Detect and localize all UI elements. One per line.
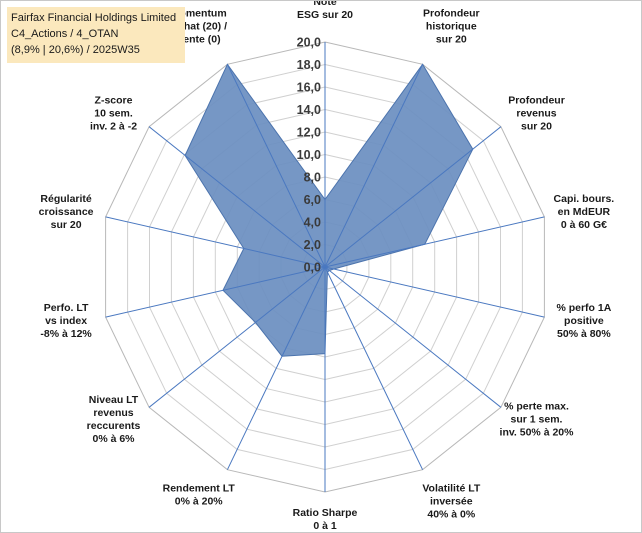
chart-title-box: Fairfax Financial Holdings Limited C4_Ac… xyxy=(7,7,185,63)
axis-label-line: Niveau LT xyxy=(89,394,139,406)
axis-label-line: en MdEUR xyxy=(558,206,611,218)
axis-label: Perfo. LT vs index -8% à 12% xyxy=(40,302,92,340)
tick-label: 14,0 xyxy=(297,103,321,117)
series-area xyxy=(184,63,474,357)
axis-spoke xyxy=(324,266,424,470)
axis-label-line: Régularité xyxy=(40,193,92,205)
axis-label: Profondeur revenus sur 20 xyxy=(508,95,565,133)
axis-label-line: sur 20 xyxy=(521,121,552,133)
axis-label-line: Z-score xyxy=(95,95,133,107)
tick-label: 6,0 xyxy=(304,193,321,207)
tick-label: 20,0 xyxy=(297,36,321,50)
axis-label: Ratio Sharpe 0 à 1 xyxy=(293,507,358,532)
tick-label: 16,0 xyxy=(297,81,321,95)
tick-label: 8,0 xyxy=(304,171,321,185)
axis-label: Profondeur historique sur 20 xyxy=(423,7,480,45)
axis-label-line: Profondeur xyxy=(423,7,480,19)
axis-spoke xyxy=(324,266,502,408)
axis-label: Z-score 10 sem. inv. 2 à -2 xyxy=(90,95,137,133)
axis-label-line: Note xyxy=(313,1,336,8)
axis-label: Capi. bours. en MdEUR 0 à 60 G€ xyxy=(554,193,615,231)
axis-label: Niveau LT revenus reccurents 0% à 6% xyxy=(87,394,141,445)
axis-label-line: ESG sur 20 xyxy=(297,9,353,21)
tick-label: 10,0 xyxy=(297,148,321,162)
axis-label: % perte max. sur 1 sem. inv. 50% à 20% xyxy=(500,400,575,438)
axis-spoke xyxy=(324,126,502,268)
tick-label: 12,0 xyxy=(297,126,321,140)
axis-label-line: sur 20 xyxy=(51,219,82,231)
title-category: C4_Actions / 4_OTAN xyxy=(11,28,119,40)
axis-label-line: sur 1 sem. xyxy=(511,413,563,425)
axis-spoke xyxy=(324,64,424,268)
axis-label-line: revenus xyxy=(93,407,133,419)
axis-label-line: inv. 2 à -2 xyxy=(90,121,137,133)
axis-spoke xyxy=(324,266,545,318)
axis-spoke xyxy=(148,266,326,408)
axis-label-line: positive xyxy=(564,315,604,327)
axis-label-line: Volatilité LT xyxy=(422,483,481,495)
axis-label-line: Perfo. LT xyxy=(44,302,89,314)
axis-label-line: vs index xyxy=(45,315,87,327)
axis-label-line: 50% à 80% xyxy=(557,328,611,340)
axis-spoke xyxy=(105,216,326,268)
axis-label-line: 0% à 20% xyxy=(175,496,224,508)
axis-label-line: reccurents xyxy=(87,420,141,432)
axis-label-line: % perfo 1A xyxy=(556,302,611,314)
axis-label-line: -8% à 12% xyxy=(40,328,92,340)
tick-labels: 0,0 2,0 4,0 6,0 8,0 10,0 12,0 14,0 16,0 18,0 20,0 xyxy=(297,36,321,275)
axis-label-line: 0 à 60 G€ xyxy=(561,219,607,231)
axis-label: % perfo 1A positive 50% à 80% xyxy=(556,302,611,340)
tick-label: 18,0 xyxy=(297,58,321,72)
axis-label-line: Vente (0) xyxy=(177,33,221,45)
axis-label-line: inv. 50% à 20% xyxy=(500,426,575,438)
axis-label-line: 40% à 0% xyxy=(427,509,476,521)
axis-spoke xyxy=(226,64,326,268)
axis-label-line: 0% à 6% xyxy=(92,433,135,445)
axis-spoke xyxy=(148,126,326,268)
axis-label: Rendement LT 0% à 20% xyxy=(163,483,236,508)
axis-label: Note ESG sur 20 xyxy=(297,1,353,21)
axis-label-line: inversée xyxy=(430,496,473,508)
axis-spoke xyxy=(105,266,326,318)
axis-label-line: Rendement LT xyxy=(163,483,236,495)
axis-label-line: historique xyxy=(426,20,477,32)
series-area-group xyxy=(184,63,474,357)
tick-label: 0,0 xyxy=(304,261,321,275)
axis-spoke xyxy=(324,216,545,268)
tick-label: 2,0 xyxy=(304,238,321,252)
axis-label: Régularité croissance sur 20 xyxy=(39,193,94,231)
axis-label-line: Ratio Sharpe xyxy=(293,507,358,519)
axis-spoke xyxy=(226,266,326,470)
axis-label: Volatilité LT inversée 40% à 0% xyxy=(422,483,481,521)
axis-label-line: Capi. bours. xyxy=(554,193,615,205)
axis-label-line: sur 20 xyxy=(436,33,467,45)
axis-label-line: Momentum xyxy=(171,7,227,19)
axis-label-line: 10 sem. xyxy=(94,108,133,120)
axis-spokes xyxy=(105,42,545,492)
title-period: (8,9% | 20,6%) / 2025W35 xyxy=(11,44,140,56)
axis-label-line: % perte max. xyxy=(504,400,569,412)
tick-label: 4,0 xyxy=(304,216,321,230)
axis-label-line: Profondeur xyxy=(508,95,565,107)
axis-label-line: revenus xyxy=(516,108,556,120)
axis-label-line: croissance xyxy=(39,206,94,218)
axis-labels: Note ESG sur 20 Profondeur historique sur 20… xyxy=(39,1,615,532)
title-company: Fairfax Financial Holdings Limited xyxy=(11,12,177,24)
axis-label-line: 0 à 1 xyxy=(313,520,337,532)
